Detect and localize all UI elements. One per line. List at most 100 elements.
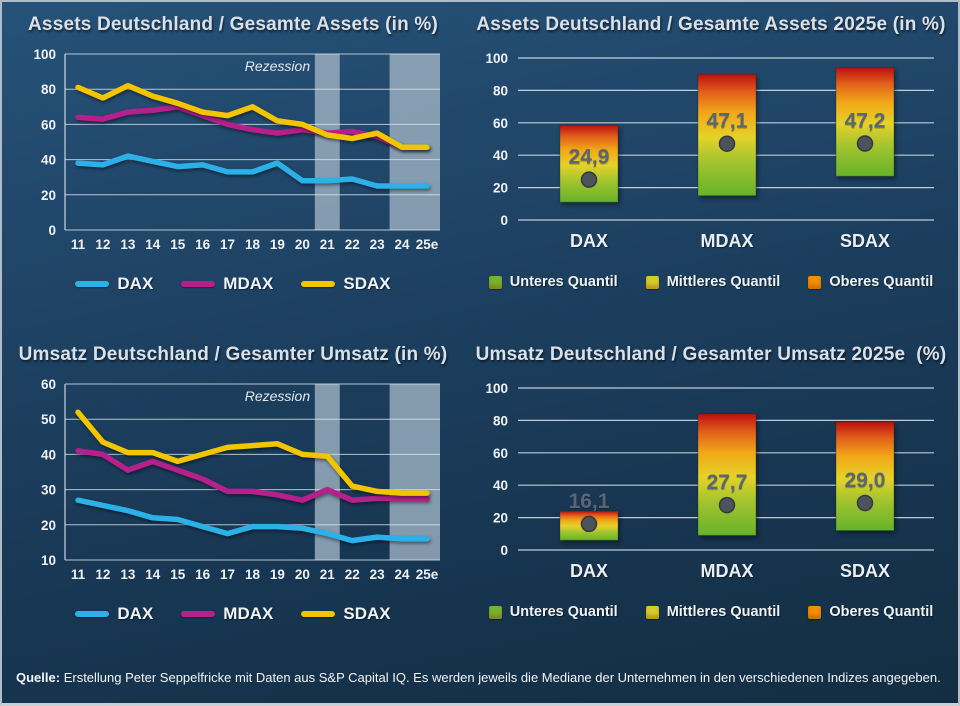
legend-label-sdax: SDAX bbox=[343, 274, 391, 293]
legend-label-oberes-quantil: Oberes Quantil bbox=[829, 274, 934, 290]
legend-item-unteres-quantil: Unteres Quantil bbox=[488, 274, 618, 290]
svg-text:40: 40 bbox=[493, 478, 508, 493]
svg-text:80: 80 bbox=[41, 82, 56, 97]
unteres-quantil-swatch bbox=[488, 275, 502, 289]
legend-label-mittleres-quantil: Mittleres Quantil bbox=[666, 604, 781, 620]
svg-text:50: 50 bbox=[41, 412, 56, 427]
svg-text:14: 14 bbox=[145, 237, 161, 252]
svg-text:MDAX: MDAX bbox=[701, 231, 754, 251]
chart-title-assets-line: Assets Deutschland / Gesamte Assets (in … bbox=[28, 14, 438, 35]
sdax-line-swatch bbox=[301, 280, 336, 288]
panel-assets-line: Assets Deutschland / Gesamte Assets (in … bbox=[2, 2, 464, 332]
legend-item-mdax: MDAX bbox=[181, 604, 273, 624]
oberes-quantil-swatch bbox=[808, 605, 822, 619]
legend-item-dax: DAX bbox=[75, 274, 153, 294]
svg-text:20: 20 bbox=[295, 567, 310, 582]
chart-title-assets-bars: Assets Deutschland / Gesamte Assets 2025… bbox=[476, 14, 946, 35]
dax-line-swatch bbox=[75, 280, 110, 288]
svg-text:20: 20 bbox=[41, 518, 56, 533]
legend-item-sdax: SDAX bbox=[301, 604, 391, 624]
svg-text:47,2: 47,2 bbox=[845, 110, 886, 133]
svg-text:27,7: 27,7 bbox=[707, 471, 748, 494]
panel-umsatz-line: Umsatz Deutschland / Gesamter Umsatz (in… bbox=[2, 332, 464, 662]
dax-line-swatch bbox=[75, 610, 110, 618]
svg-text:SDAX: SDAX bbox=[840, 231, 890, 251]
svg-text:20: 20 bbox=[295, 237, 310, 252]
svg-text:15: 15 bbox=[170, 237, 186, 252]
svg-text:23: 23 bbox=[370, 567, 386, 582]
legend-label-dax: DAX bbox=[117, 604, 154, 623]
mdax-line-swatch bbox=[181, 610, 216, 618]
svg-text:22: 22 bbox=[345, 237, 360, 252]
mdax-line-swatch bbox=[181, 280, 216, 288]
panel-umsatz-bars: Umsatz Deutschland / Gesamter Umsatz 202… bbox=[464, 332, 958, 662]
svg-text:60: 60 bbox=[41, 377, 56, 392]
legend-item-sdax: SDAX bbox=[301, 274, 391, 294]
svg-text:22: 22 bbox=[345, 567, 360, 582]
source-caption-prefix: Quelle: bbox=[16, 670, 61, 685]
svg-text:Rezession: Rezession bbox=[245, 388, 311, 404]
legend-item-oberes-quantil: Oberes Quantil bbox=[808, 604, 933, 620]
svg-text:18: 18 bbox=[245, 567, 261, 582]
chart-title-umsatz-line: Umsatz Deutschland / Gesamter Umsatz (in… bbox=[18, 344, 448, 365]
sdax-line-swatch bbox=[301, 610, 336, 618]
svg-text:21: 21 bbox=[320, 237, 336, 252]
svg-text:47,1: 47,1 bbox=[707, 110, 748, 133]
legend-item-unteres-quantil: Unteres Quantil bbox=[488, 604, 618, 620]
svg-text:40: 40 bbox=[41, 153, 56, 168]
mittleres-quantil-swatch bbox=[645, 605, 659, 619]
panel-assets-bars: Assets Deutschland / Gesamte Assets 2025… bbox=[464, 2, 958, 332]
legend-item-mdax: MDAX bbox=[181, 274, 273, 294]
svg-text:21: 21 bbox=[320, 567, 336, 582]
svg-text:17: 17 bbox=[220, 567, 235, 582]
svg-text:24,9: 24,9 bbox=[569, 146, 610, 169]
assets-bars-legend: Unteres Quantil Mittleres Quantil Oberes… bbox=[464, 274, 958, 290]
svg-text:19: 19 bbox=[270, 567, 285, 582]
svg-text:12: 12 bbox=[95, 567, 110, 582]
svg-text:16,1: 16,1 bbox=[569, 490, 610, 513]
umsatz-line-legend: DAX MDAX SDAX bbox=[2, 604, 464, 624]
svg-text:80: 80 bbox=[493, 413, 508, 428]
svg-text:Rezession: Rezession bbox=[245, 58, 311, 74]
legend-label-mdax: MDAX bbox=[223, 604, 274, 623]
svg-text:SDAX: SDAX bbox=[840, 561, 890, 581]
svg-text:16: 16 bbox=[195, 237, 211, 252]
svg-text:11: 11 bbox=[71, 567, 86, 582]
svg-text:20: 20 bbox=[493, 181, 508, 196]
source-caption-text: Erstellung Peter Seppelfricke mit Daten … bbox=[60, 670, 941, 685]
svg-text:DAX: DAX bbox=[570, 561, 608, 581]
svg-text:10: 10 bbox=[41, 553, 56, 568]
svg-text:MDAX: MDAX bbox=[701, 561, 754, 581]
svg-text:80: 80 bbox=[493, 83, 508, 98]
svg-text:60: 60 bbox=[41, 117, 56, 132]
svg-text:23: 23 bbox=[370, 237, 386, 252]
svg-text:0: 0 bbox=[48, 223, 56, 238]
legend-label-dax: DAX bbox=[117, 274, 154, 293]
svg-text:40: 40 bbox=[493, 148, 508, 163]
legend-item-mittleres-quantil: Mittleres Quantil bbox=[645, 274, 781, 290]
chart-title-umsatz-bars: Umsatz Deutschland / Gesamter Umsatz 202… bbox=[475, 344, 947, 365]
svg-text:13: 13 bbox=[120, 567, 136, 582]
assets-line-legend: DAX MDAX SDAX bbox=[2, 274, 464, 294]
oberes-quantil-swatch bbox=[808, 275, 822, 289]
legend-item-dax: DAX bbox=[75, 604, 153, 624]
legend-label-mittleres-quantil: Mittleres Quantil bbox=[666, 274, 781, 290]
legend-label-unteres-quantil: Unteres Quantil bbox=[509, 274, 618, 290]
svg-text:19: 19 bbox=[270, 237, 285, 252]
svg-text:15: 15 bbox=[170, 567, 186, 582]
svg-text:24: 24 bbox=[395, 567, 411, 582]
svg-text:13: 13 bbox=[120, 237, 136, 252]
svg-text:17: 17 bbox=[220, 237, 235, 252]
svg-text:14: 14 bbox=[145, 567, 161, 582]
svg-text:0: 0 bbox=[500, 213, 508, 228]
legend-label-unteres-quantil: Unteres Quantil bbox=[509, 604, 618, 620]
legend-item-mittleres-quantil: Mittleres Quantil bbox=[645, 604, 781, 620]
svg-text:16: 16 bbox=[195, 567, 211, 582]
legend-item-oberes-quantil: Oberes Quantil bbox=[808, 274, 933, 290]
legend-label-sdax: SDAX bbox=[343, 604, 391, 623]
svg-text:100: 100 bbox=[485, 381, 508, 396]
svg-text:60: 60 bbox=[493, 116, 508, 131]
umsatz-bars-legend: Unteres Quantil Mittleres Quantil Oberes… bbox=[464, 604, 958, 620]
svg-text:11: 11 bbox=[71, 237, 86, 252]
